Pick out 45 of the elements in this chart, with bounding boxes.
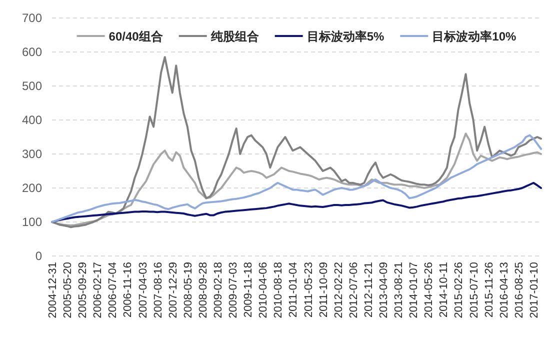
legend-label: 纯股组合 — [210, 30, 260, 44]
x-tick-label: 2013-04-09 — [378, 262, 390, 318]
legend-label: 目标波动率10% — [432, 30, 517, 44]
x-tick-label: 2016-08-25 — [513, 262, 526, 318]
x-tick-label: 2005-09-29 — [77, 262, 90, 318]
y-tick-label: 200 — [22, 181, 42, 195]
y-tick-label: 100 — [22, 215, 42, 229]
x-tick-label: 2010-08-18 — [272, 262, 285, 318]
y-tick-label: 0 — [35, 249, 42, 263]
x-tick-label: 2012-11-21 — [362, 262, 375, 318]
legend-label: 60/40组合 — [108, 30, 164, 44]
x-tick-label: 2007-12-29 — [167, 262, 180, 318]
x-tick-label: 2015-02-26 — [453, 262, 466, 318]
x-tick-label: 2016-04-13 — [498, 262, 510, 318]
y-tick-label: 400 — [22, 113, 42, 127]
y-tick-label: 700 — [22, 11, 42, 25]
x-tick-label: 2007-04-03 — [137, 262, 150, 318]
x-tick-label: 2009-02-18 — [212, 262, 225, 318]
y-tick-label: 600 — [22, 45, 42, 59]
x-tick-label: 2006-07-04 — [107, 262, 120, 318]
x-tick-label: 2014-05-26 — [423, 262, 436, 318]
x-tick-label: 2009-11-18 — [242, 262, 255, 318]
x-tick-label: 2006-11-16 — [122, 262, 134, 318]
x-tick-label: 2008-05-19 — [182, 262, 194, 318]
x-tick-label: 2013-08-21 — [393, 262, 406, 318]
x-tick-label: 2009-07-03 — [228, 262, 240, 318]
y-tick-label: 500 — [22, 79, 42, 93]
x-tick-label: 2006-02-17 — [92, 262, 104, 318]
x-tick-label: 2012-07-06 — [348, 262, 360, 318]
x-tick-label: 2015-07-10 — [468, 262, 480, 318]
x-tick-label: 2007-08-16 — [152, 262, 164, 318]
legend-label: 目标波动率5% — [306, 30, 384, 44]
y-tick-label: 300 — [22, 147, 42, 161]
x-tick-label: 2011-05-23 — [302, 262, 315, 318]
x-tick-label: 2017-01-10 — [528, 262, 540, 318]
x-tick-label: 2005-05-20 — [62, 262, 74, 318]
x-tick-label: 2008-09-28 — [197, 262, 210, 318]
x-tick-label: 2014-01-07 — [408, 262, 420, 318]
x-tick-label: 2011-10-09 — [318, 262, 330, 318]
x-tick-label: 2014-10-11 — [438, 262, 450, 318]
x-tick-label: 2012-02-22 — [332, 262, 345, 318]
x-tick-label: 2004-12-31 — [47, 262, 59, 318]
x-tick-label: 2010-04-06 — [258, 262, 270, 318]
x-tick-label: 2011-01-04 — [288, 262, 300, 318]
x-tick-label: 2015-11-26 — [483, 262, 496, 318]
